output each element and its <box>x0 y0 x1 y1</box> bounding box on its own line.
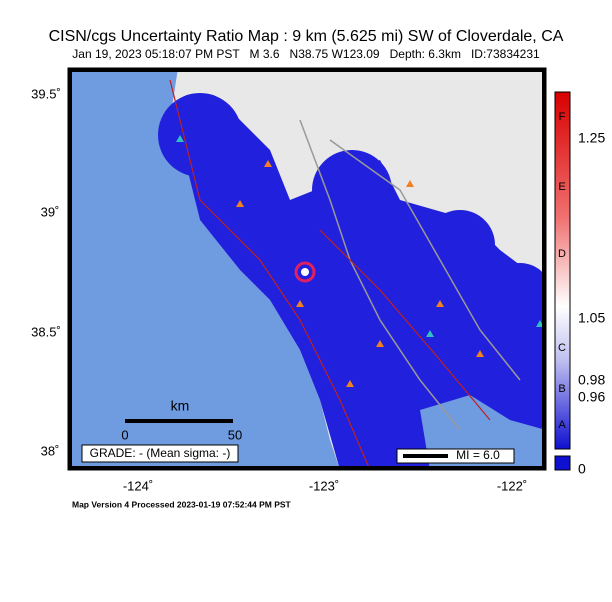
scale-bar <box>125 419 233 423</box>
cb-letter: D <box>558 248 566 260</box>
scale-unit: km <box>171 398 190 414</box>
cb-tick: 1.05 <box>578 310 605 326</box>
mi-box <box>396 448 515 464</box>
lat-label: 39.5˚ <box>31 86 61 101</box>
cb-tick: 0.96 <box>578 389 605 405</box>
colorbar-zero <box>554 455 571 471</box>
lat-label: 39˚ <box>41 204 60 219</box>
grade: GRADE: - (Mean sigma: -) <box>90 446 231 460</box>
cb-letter: F <box>559 111 566 123</box>
lon-label: -123˚ <box>309 478 339 493</box>
cb-letter: A <box>558 419 566 431</box>
cb-tick: 1.25 <box>578 130 605 146</box>
lat-label: 38˚ <box>41 443 60 458</box>
cb-tick: 0 <box>578 461 586 477</box>
scale-end: 50 <box>228 427 242 442</box>
footer: Map Version 4 Processed 2023-01-19 07:52… <box>72 499 292 509</box>
cb-letter: C <box>558 342 566 354</box>
map <box>68 68 546 470</box>
lon-label: -124˚ <box>123 478 153 493</box>
cb-letter: E <box>558 181 565 193</box>
subtitle: Jan 19, 2023 05:18:07 PM PST M 3.6 N38.7… <box>72 47 540 61</box>
cb-tick: 0.98 <box>578 372 605 388</box>
mi-label: MI = 6.0 <box>456 448 500 462</box>
lat-label: 38.5˚ <box>31 324 61 339</box>
title: CISN/cgs Uncertainty Ratio Map : 9 km (5… <box>49 28 564 45</box>
cb-letter: B <box>558 383 565 395</box>
lon-label: -122˚ <box>497 478 527 493</box>
grade-box <box>81 444 239 463</box>
scale-start: 0 <box>121 427 128 442</box>
mi-bar <box>403 454 448 458</box>
colorbar <box>554 91 571 450</box>
